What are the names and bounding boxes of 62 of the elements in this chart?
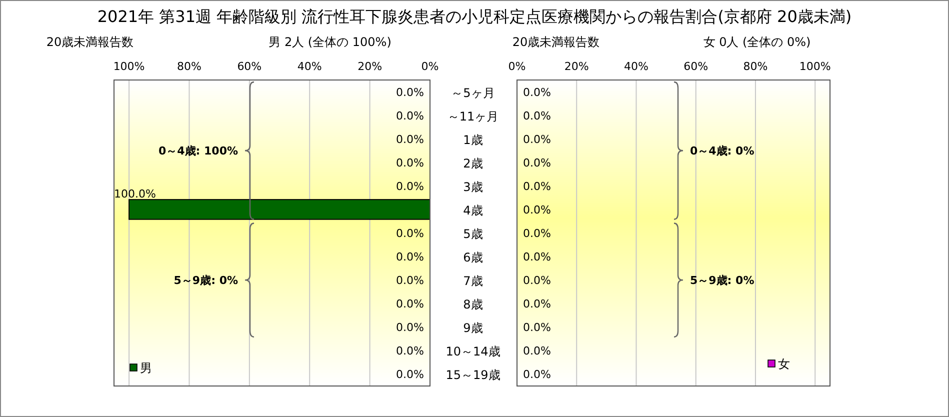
text: 20歳未満報告数 — [512, 35, 600, 49]
text: 20歳未満報告数 — [46, 35, 134, 49]
x-tick-label: 40% — [624, 60, 648, 73]
x-tick-label: 100% — [799, 60, 831, 73]
data-label: 0.0% — [396, 250, 424, 264]
y-tick-label: 5歳 — [463, 227, 483, 241]
annotation: 5～9歳: 0% — [174, 274, 238, 288]
data-label: 0.0% — [523, 274, 551, 288]
data-label: 0.0% — [523, 298, 551, 311]
y-tick-label: 1歳 — [463, 132, 483, 147]
y-tick-label: 3歳 — [463, 180, 483, 194]
data-label: 0.0% — [523, 203, 551, 216]
data-label: 0.0% — [396, 344, 424, 358]
data-label: 0.0% — [396, 321, 424, 334]
legend-label: 男 — [140, 361, 152, 375]
data-label: 0.0% — [523, 132, 551, 146]
y-tick-label: 8歳 — [463, 298, 483, 312]
annotation: 0～4歳: 100% — [158, 144, 238, 158]
x-tick-label: 20% — [358, 60, 382, 73]
data-label: 0.0% — [396, 227, 424, 240]
y-tick-label: ～11ヶ月 — [447, 109, 499, 124]
y-tick-label: 9歳 — [463, 321, 483, 336]
x-tick-label: 0% — [508, 60, 526, 73]
data-label: 0.0% — [523, 86, 551, 99]
x-tick-label: 80% — [177, 60, 202, 73]
y-tick-label: 15～19歳 — [446, 368, 500, 382]
chart-subtitle: 女 0人 (全体の 0%) — [703, 35, 811, 49]
data-label: 0.0% — [523, 321, 551, 334]
data-label: 0.0% — [523, 250, 551, 264]
annotation: 0～4歳: 0% — [690, 144, 754, 158]
y-tick-label: ～5ヶ月 — [451, 86, 495, 100]
data-label: 0.0% — [523, 156, 551, 170]
x-tick-label: 0% — [421, 60, 439, 73]
y-tick-label: 10～14歳 — [446, 344, 500, 359]
data-label: 0.0% — [396, 132, 424, 146]
data-label: 0.0% — [396, 180, 424, 193]
data-label: 0.0% — [523, 344, 551, 358]
data-label: 0.0% — [523, 227, 551, 240]
text: 2021年 第31週 年齢階級別 流行性耳下腺炎患者の小児科定点医療機関からの報告割合(京都府 20歳未満) — [97, 7, 852, 26]
y-tick-label: 7歳 — [463, 274, 483, 288]
annotation: 5～9歳: 0% — [690, 274, 754, 288]
chart-subtitle: 男 2人 (全体の 100%) — [268, 35, 392, 49]
x-tick-label: 60% — [684, 60, 708, 73]
y-tick-label: 4歳 — [463, 203, 483, 218]
x-tick-label: 40% — [297, 60, 322, 73]
x-tick-label: 60% — [237, 60, 262, 73]
data-label: 0.0% — [396, 109, 424, 122]
data-label: 100.0% — [114, 188, 156, 201]
data-label: 0.0% — [396, 274, 424, 288]
x-tick-label: 20% — [564, 60, 589, 73]
y-tick-label: 6歳 — [463, 250, 483, 265]
data-label: 0.0% — [396, 298, 424, 311]
data-label: 0.0% — [523, 180, 551, 193]
data-label: 0.0% — [396, 368, 424, 382]
legend-label: 女 — [778, 357, 790, 371]
data-label: 0.0% — [396, 86, 424, 99]
x-tick-label: 100% — [113, 60, 145, 73]
x-tick-label: 80% — [743, 60, 768, 73]
data-label: 0.0% — [396, 156, 424, 170]
data-label: 0.0% — [523, 109, 551, 122]
data-label: 0.0% — [523, 368, 551, 382]
y-tick-label: 2歳 — [463, 156, 483, 170]
